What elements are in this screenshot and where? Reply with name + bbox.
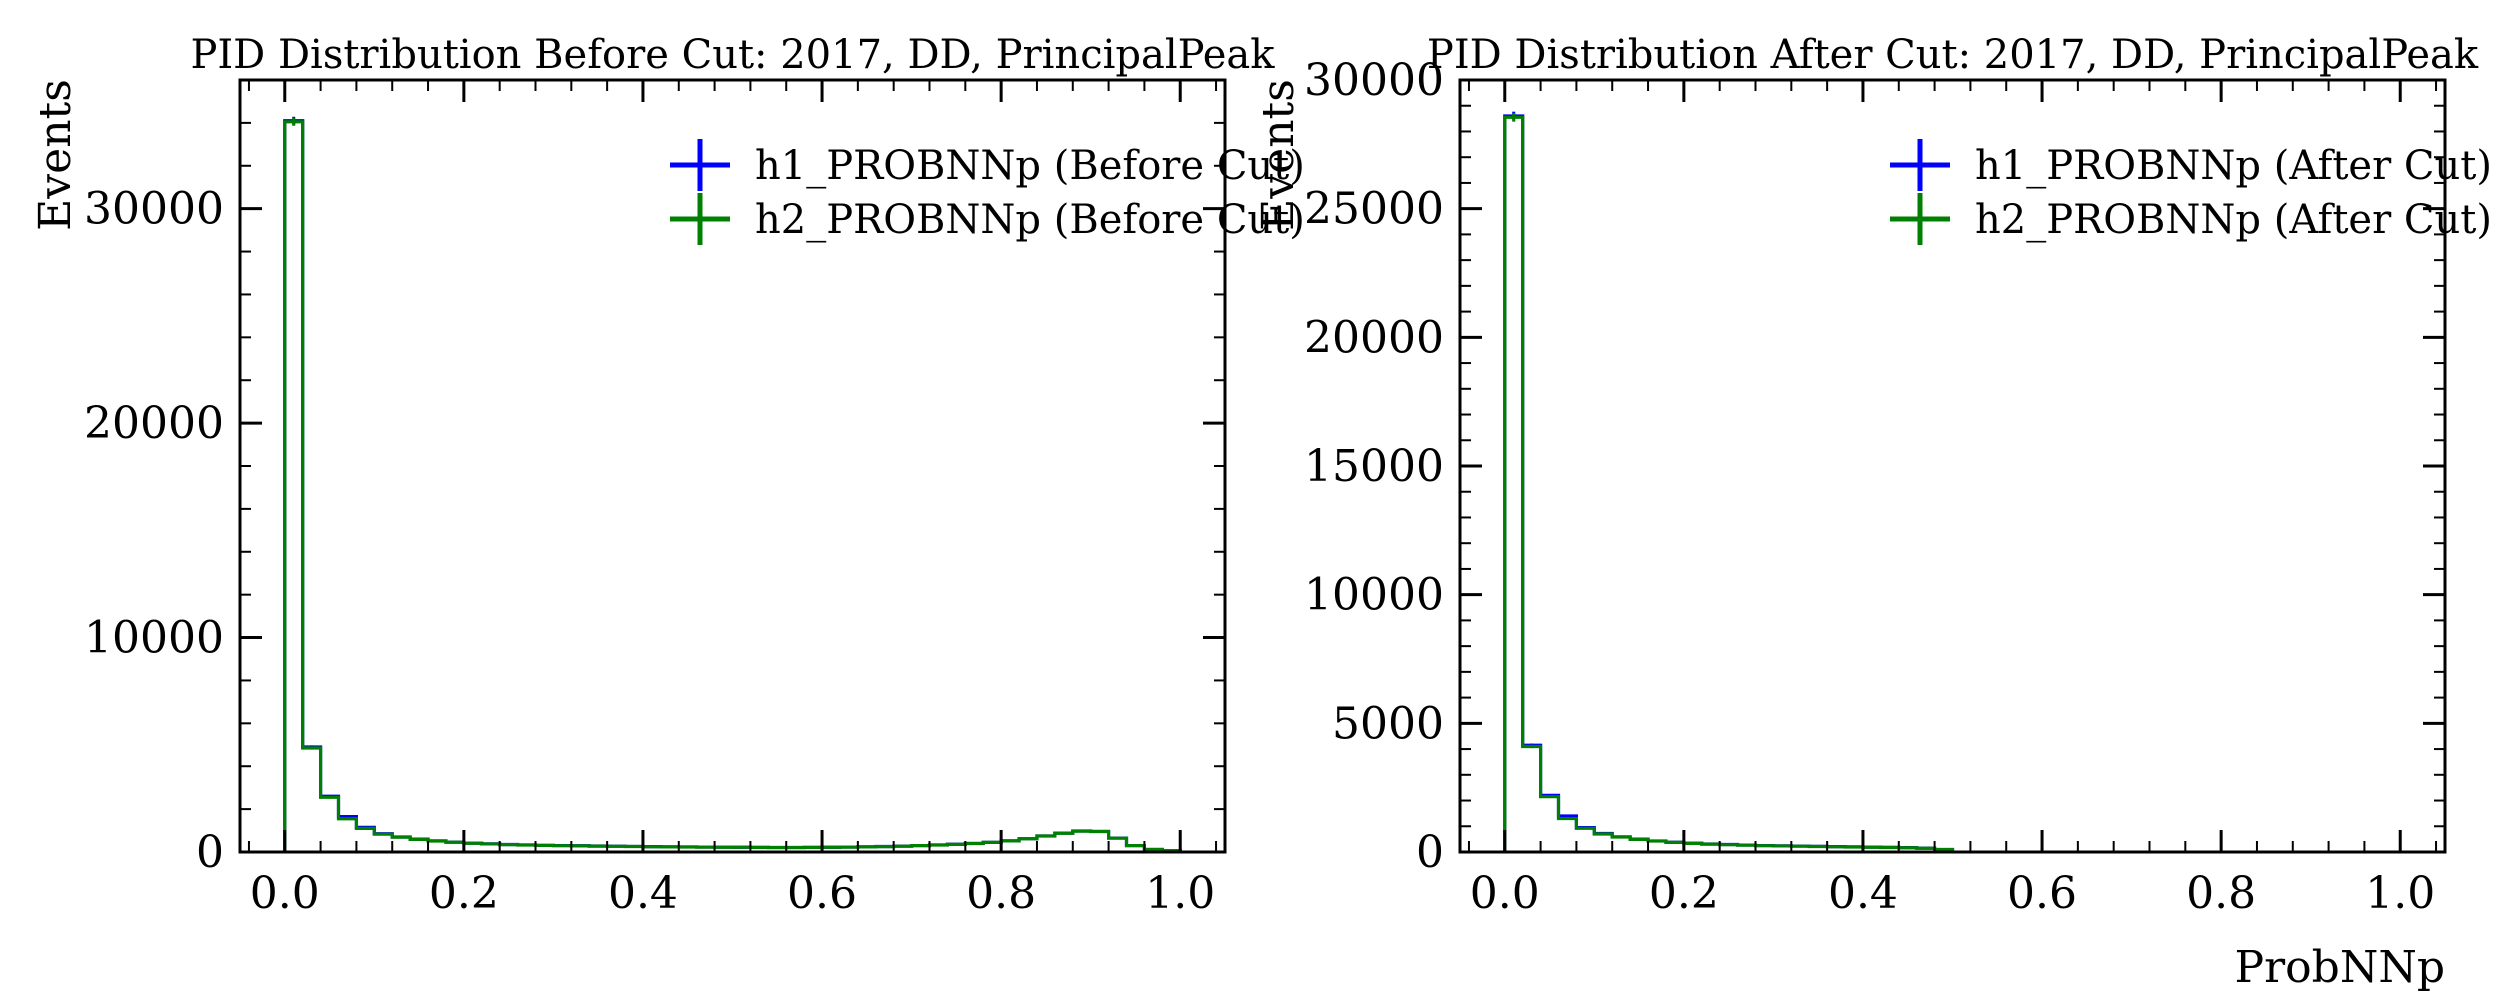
x-tick-label: 0.6 [2007, 868, 2077, 919]
x-tick-label: 0.4 [608, 868, 678, 919]
x-tick-label: 0.2 [429, 868, 499, 919]
x-tick-label: 0.0 [1470, 868, 1540, 919]
y-tick-label: 5000 [1332, 698, 1444, 749]
chart-title: PID Distribution Before Cut: 2017, DD, P… [190, 32, 1275, 78]
y-tick-label: 30000 [84, 184, 224, 235]
chart-title: PID Distribution After Cut: 2017, DD, Pr… [1427, 32, 2479, 78]
before-cut-panel: PID Distribution Before Cut: 2017, DD, P… [30, 32, 1305, 919]
y-tick-label: 30000 [1304, 55, 1444, 106]
y-tick-label: 15000 [1304, 441, 1444, 492]
x-tick-label: 0.0 [250, 868, 320, 919]
x-tick-label: 0.8 [2186, 868, 2256, 919]
x-tick-label: 0.2 [1649, 868, 1719, 919]
x-axis-label: ProbNNp [2235, 942, 2445, 993]
legend-entry-1: h1_PROBNNp (Before Cut) [755, 143, 1305, 189]
series-2-line [283, 120, 1182, 852]
after-cut-panel: PID Distribution After Cut: 2017, DD, Pr… [1253, 32, 2492, 993]
legend: h1_PROBNNp (After Cut) h2_PROBNNp (After … [1890, 139, 2492, 245]
y-axis-label: Events [30, 79, 81, 231]
x-tick-label: 1.0 [1145, 868, 1215, 919]
x-tick-label: 0.4 [1828, 868, 1898, 919]
plot-area [283, 116, 1182, 852]
y-tick-label: 10000 [1304, 570, 1444, 621]
legend-entry-2: h2_PROBNNp (Before Cut) [755, 197, 1305, 243]
y-tick-label: 0 [1416, 827, 1444, 878]
y-axis-label: Events [1253, 79, 1304, 231]
legend-entry-2: h2_PROBNNp (After Cut) [1975, 197, 2492, 243]
x-tick-label: 0.6 [787, 868, 857, 919]
y-tick-label: 10000 [84, 613, 224, 664]
y-tick-label: 20000 [84, 398, 224, 449]
plot-area [1503, 111, 1955, 852]
legend: h1_PROBNNp (Before Cut) h2_PROBNNp (Befor… [670, 139, 1305, 245]
y-tick-label: 20000 [1304, 312, 1444, 363]
y-tick-label: 0 [196, 827, 224, 878]
x-tick-label: 1.0 [2365, 868, 2435, 919]
x-tick-label: 0.8 [966, 868, 1036, 919]
legend-entry-1: h1_PROBNNp (After Cut) [1975, 143, 2492, 189]
y-tick-label: 25000 [1304, 184, 1444, 235]
